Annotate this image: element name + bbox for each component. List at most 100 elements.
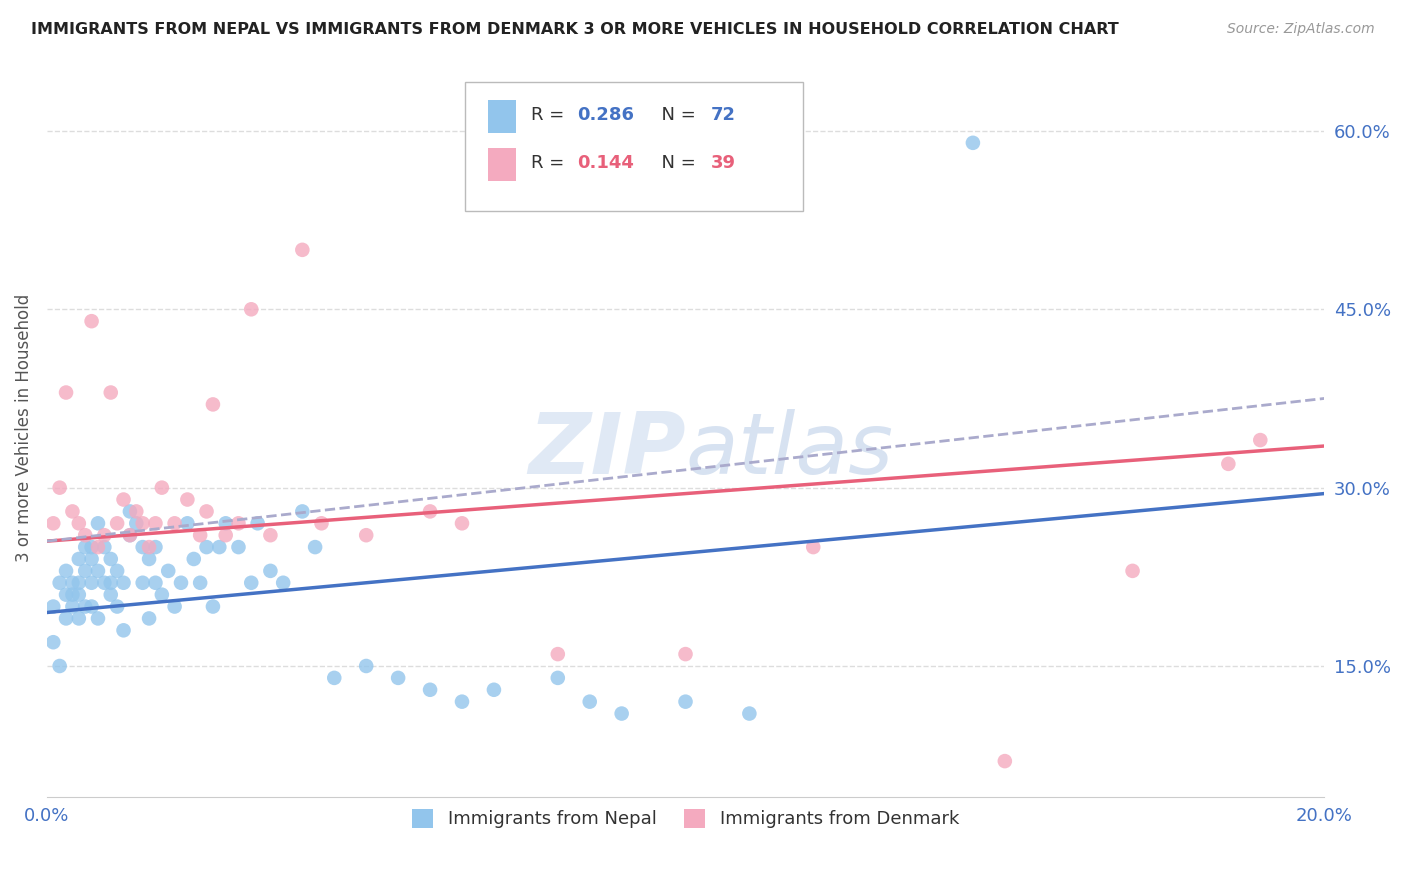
- Point: [80, 314, 103, 328]
- Point: [311, 516, 333, 531]
- Point: [42, 516, 65, 531]
- Point: [80, 552, 103, 566]
- Point: [131, 575, 153, 590]
- Point: [87, 564, 110, 578]
- Point: [675, 647, 697, 661]
- Point: [150, 481, 173, 495]
- Point: [67, 575, 90, 590]
- Point: [482, 682, 505, 697]
- Point: [138, 552, 160, 566]
- Point: [75, 564, 97, 578]
- Point: [62, 588, 84, 602]
- Text: ZIP: ZIP: [527, 409, 686, 491]
- Text: 0.144: 0.144: [576, 153, 634, 172]
- Point: [87, 611, 110, 625]
- Point: [48, 659, 70, 673]
- Point: [42, 599, 65, 614]
- Point: [55, 611, 77, 625]
- Point: [100, 588, 122, 602]
- Text: N =: N =: [650, 153, 702, 172]
- Point: [228, 516, 250, 531]
- Text: R =: R =: [531, 153, 569, 172]
- Point: [55, 564, 77, 578]
- Point: [80, 599, 103, 614]
- Point: [125, 504, 148, 518]
- Point: [1249, 433, 1271, 447]
- Text: R =: R =: [531, 106, 569, 124]
- Point: [145, 575, 167, 590]
- Point: [994, 754, 1017, 768]
- Point: [208, 540, 231, 554]
- Point: [131, 516, 153, 531]
- Point: [354, 528, 377, 542]
- Point: [176, 516, 198, 531]
- Text: 39: 39: [711, 153, 737, 172]
- Text: IMMIGRANTS FROM NEPAL VS IMMIGRANTS FROM DENMARK 3 OR MORE VEHICLES IN HOUSEHOLD: IMMIGRANTS FROM NEPAL VS IMMIGRANTS FROM…: [31, 22, 1119, 37]
- Point: [170, 575, 193, 590]
- Point: [145, 516, 167, 531]
- Point: [67, 516, 90, 531]
- Point: [176, 492, 198, 507]
- Point: [547, 647, 569, 661]
- Point: [675, 695, 697, 709]
- Point: [1218, 457, 1240, 471]
- Point: [259, 564, 281, 578]
- Text: atlas: atlas: [686, 409, 894, 491]
- Point: [738, 706, 761, 721]
- Point: [67, 611, 90, 625]
- Point: [112, 575, 135, 590]
- Text: 72: 72: [711, 106, 737, 124]
- Point: [118, 528, 141, 542]
- Point: [962, 136, 984, 150]
- FancyBboxPatch shape: [488, 148, 516, 181]
- Point: [62, 599, 84, 614]
- Point: [157, 564, 180, 578]
- Point: [118, 528, 141, 542]
- Point: [201, 397, 224, 411]
- Point: [419, 504, 441, 518]
- Point: [304, 540, 326, 554]
- Point: [125, 516, 148, 531]
- Point: [259, 528, 281, 542]
- Point: [100, 385, 122, 400]
- Text: Source: ZipAtlas.com: Source: ZipAtlas.com: [1227, 22, 1375, 37]
- Point: [48, 575, 70, 590]
- Point: [578, 695, 600, 709]
- Point: [451, 695, 474, 709]
- Point: [42, 635, 65, 649]
- Point: [387, 671, 409, 685]
- Point: [291, 243, 314, 257]
- Point: [240, 575, 263, 590]
- Point: [80, 575, 103, 590]
- Point: [75, 599, 97, 614]
- Point: [138, 611, 160, 625]
- Point: [228, 540, 250, 554]
- Point: [67, 588, 90, 602]
- Point: [112, 624, 135, 638]
- Point: [75, 528, 97, 542]
- Point: [62, 575, 84, 590]
- Point: [55, 588, 77, 602]
- Point: [118, 504, 141, 518]
- Point: [75, 540, 97, 554]
- Point: [195, 504, 218, 518]
- Point: [547, 671, 569, 685]
- Point: [100, 552, 122, 566]
- Point: [188, 528, 211, 542]
- Point: [1122, 564, 1144, 578]
- Point: [801, 540, 824, 554]
- Point: [80, 540, 103, 554]
- Point: [183, 552, 205, 566]
- Point: [67, 552, 90, 566]
- Point: [87, 516, 110, 531]
- Point: [188, 575, 211, 590]
- Point: [610, 706, 633, 721]
- Point: [323, 671, 346, 685]
- Point: [354, 659, 377, 673]
- Point: [451, 516, 474, 531]
- Y-axis label: 3 or more Vehicles in Household: 3 or more Vehicles in Household: [15, 294, 32, 562]
- Point: [215, 528, 238, 542]
- Point: [271, 575, 294, 590]
- Text: N =: N =: [650, 106, 702, 124]
- Point: [105, 564, 128, 578]
